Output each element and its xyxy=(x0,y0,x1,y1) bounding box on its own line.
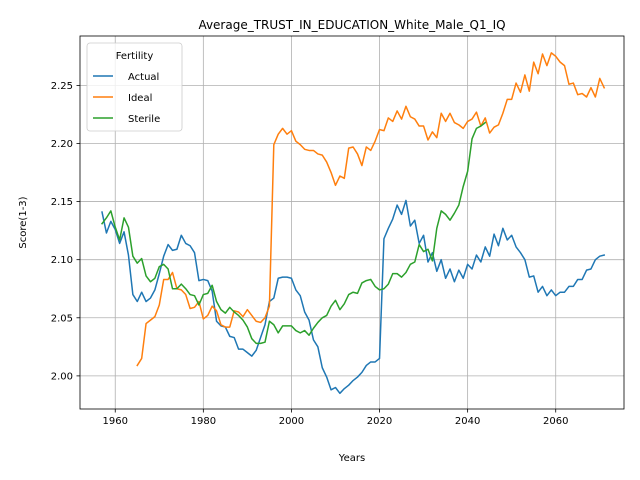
y-tick-label: 2.05 xyxy=(51,313,73,324)
y-tick-label: 2.00 xyxy=(51,371,73,382)
legend-title: Fertility xyxy=(116,51,154,62)
chart-title: Average_TRUST_IN_EDUCATION_White_Male_Q1… xyxy=(198,18,505,32)
y-tick-label: 2.15 xyxy=(51,197,73,208)
legend-label-sterile: Sterile xyxy=(128,114,160,125)
x-tick-label: 2000 xyxy=(279,416,304,427)
legend-label-actual: Actual xyxy=(128,72,159,83)
x-tick-label: 2020 xyxy=(367,416,392,427)
x-tick-label: 2040 xyxy=(455,416,480,427)
y-tick-label: 2.20 xyxy=(51,139,73,150)
y-tick-label: 2.25 xyxy=(51,81,73,92)
x-tick-label: 2060 xyxy=(543,416,568,427)
y-tick-label: 2.10 xyxy=(51,255,73,266)
x-tick-label: 1960 xyxy=(103,416,128,427)
legend-label-ideal: Ideal xyxy=(128,93,152,104)
y-axis-label: Score(1-3) xyxy=(18,196,29,248)
legend: Fertility Actual Ideal Sterile xyxy=(87,43,182,131)
x-tick-label: 1980 xyxy=(191,416,216,427)
x-axis-label: Years xyxy=(338,453,365,464)
